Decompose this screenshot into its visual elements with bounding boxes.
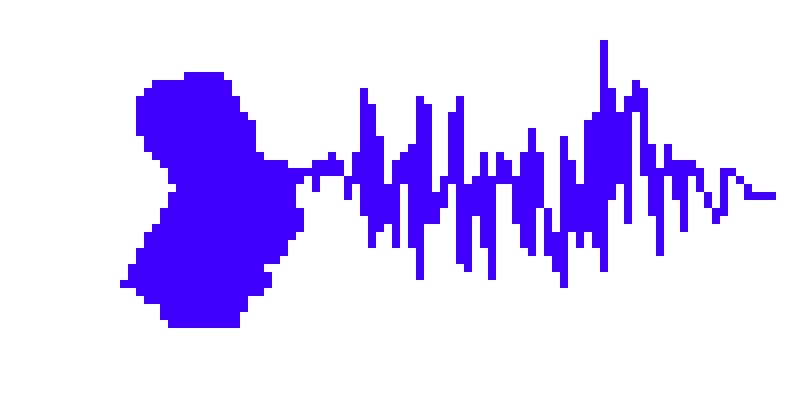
wave-pixel-column (600, 40, 608, 272)
wave-pixel-column (416, 96, 424, 280)
head-pixel-row (144, 136, 256, 144)
wave-pixel-column (624, 96, 632, 224)
wave-pixel-column (728, 168, 736, 176)
head-pixel-row (136, 104, 240, 112)
wave-pixel-column (336, 160, 344, 176)
head-pixel-row (160, 216, 304, 224)
wave-pixel-column (496, 152, 504, 184)
wave-pixel-column (720, 168, 728, 216)
wave-pixel-column (520, 152, 528, 248)
head-pixel-row (152, 80, 232, 88)
wave-pixel-column (488, 176, 496, 280)
head-pixel-row (120, 280, 272, 288)
wave-pixel-column (656, 168, 664, 256)
wave-pixel-column (320, 160, 328, 176)
head-pixel-row (168, 320, 240, 328)
head-pixel-row (176, 184, 296, 192)
wave-pixel-column (392, 160, 400, 248)
wave-pixel-column (608, 88, 616, 200)
wave-pixel-column (712, 208, 720, 224)
wave-pixel-column (536, 152, 544, 208)
head-pixel-row (136, 288, 264, 296)
wave-pixel-column (680, 160, 688, 232)
wave-pixel-column (584, 120, 592, 232)
voice-waveform-icon (288, 40, 776, 288)
wave-pixel-column (504, 160, 512, 184)
wave-pixel-column (464, 184, 472, 272)
wave-pixel-column (760, 192, 768, 200)
head-pixel-row (144, 296, 248, 304)
wave-pixel-column (344, 176, 352, 200)
head-pixel-row (160, 208, 304, 216)
head-pixel-row (160, 312, 240, 320)
wave-pixel-column (376, 136, 384, 232)
wave-pixel-column (616, 112, 624, 184)
wave-pixel-column (480, 152, 488, 248)
head-pixel-row (136, 120, 256, 128)
head-pixel-row (168, 192, 296, 200)
head-pixel-row (152, 152, 264, 160)
wave-pixel-column (448, 112, 456, 184)
head-pixel-row (144, 88, 232, 96)
wave-pixel-column (384, 184, 392, 224)
head-pixel-row (136, 248, 288, 256)
head-pixel-row (184, 72, 224, 80)
wave-pixel-column (568, 160, 576, 232)
wave-pixel-column (576, 184, 584, 248)
wave-pixel-column (528, 128, 536, 256)
wave-pixel-column (672, 160, 680, 200)
wave-pixel-column (688, 160, 696, 176)
wave-pixel-column (312, 160, 320, 192)
wave-pixel-column (696, 168, 704, 192)
wave-pixel-column (552, 232, 560, 272)
wave-pixel-column (664, 144, 672, 176)
wave-pixel-column (752, 192, 760, 200)
head-pixel-row (128, 272, 272, 280)
head-pixel-row (168, 200, 296, 208)
wave-pixel-column (560, 136, 568, 288)
wave-pixel-column (768, 192, 776, 200)
wave-pixel-column (704, 192, 712, 208)
wave-pixel-column (744, 184, 752, 200)
head-pixel-row (136, 128, 256, 136)
wave-pixel-column (632, 80, 640, 112)
head-pixel-row (144, 240, 288, 248)
wave-pixel-column (440, 176, 448, 208)
head-pixel-row (128, 264, 264, 272)
head-pixel-row (160, 304, 248, 312)
wave-pixel-column (424, 104, 432, 224)
head-silhouette-icon (120, 72, 304, 328)
wave-pixel-column (592, 112, 600, 248)
wave-pixel-column (512, 176, 520, 224)
wave-pixel-column (352, 152, 360, 184)
head-pixel-row (136, 256, 280, 264)
wave-connector-pixel (288, 168, 312, 176)
wave-pixel-column (408, 144, 416, 248)
head-pixel-row (160, 160, 288, 168)
wave-pixel-column (736, 176, 744, 184)
wave-pixel-column (432, 192, 440, 224)
wave-pixel-column (328, 152, 336, 176)
wave-pixel-column (472, 176, 480, 216)
head-pixel-row (152, 224, 304, 232)
wave-pixel-column (368, 104, 376, 248)
head-pixel-row (144, 232, 296, 240)
head-pixel-row (136, 112, 248, 120)
wave-pixel-column (648, 144, 656, 216)
wave-pixel-column (400, 152, 408, 184)
head-pixel-row (144, 144, 256, 152)
wave-pixel-column (640, 88, 648, 176)
head-pixel-row (168, 176, 304, 184)
head-pixel-row (168, 168, 304, 176)
wave-pixel-column (456, 96, 464, 264)
wave-pixel-column (360, 88, 368, 216)
wave-pixel-column (544, 208, 552, 256)
head-pixel-row (136, 96, 240, 104)
